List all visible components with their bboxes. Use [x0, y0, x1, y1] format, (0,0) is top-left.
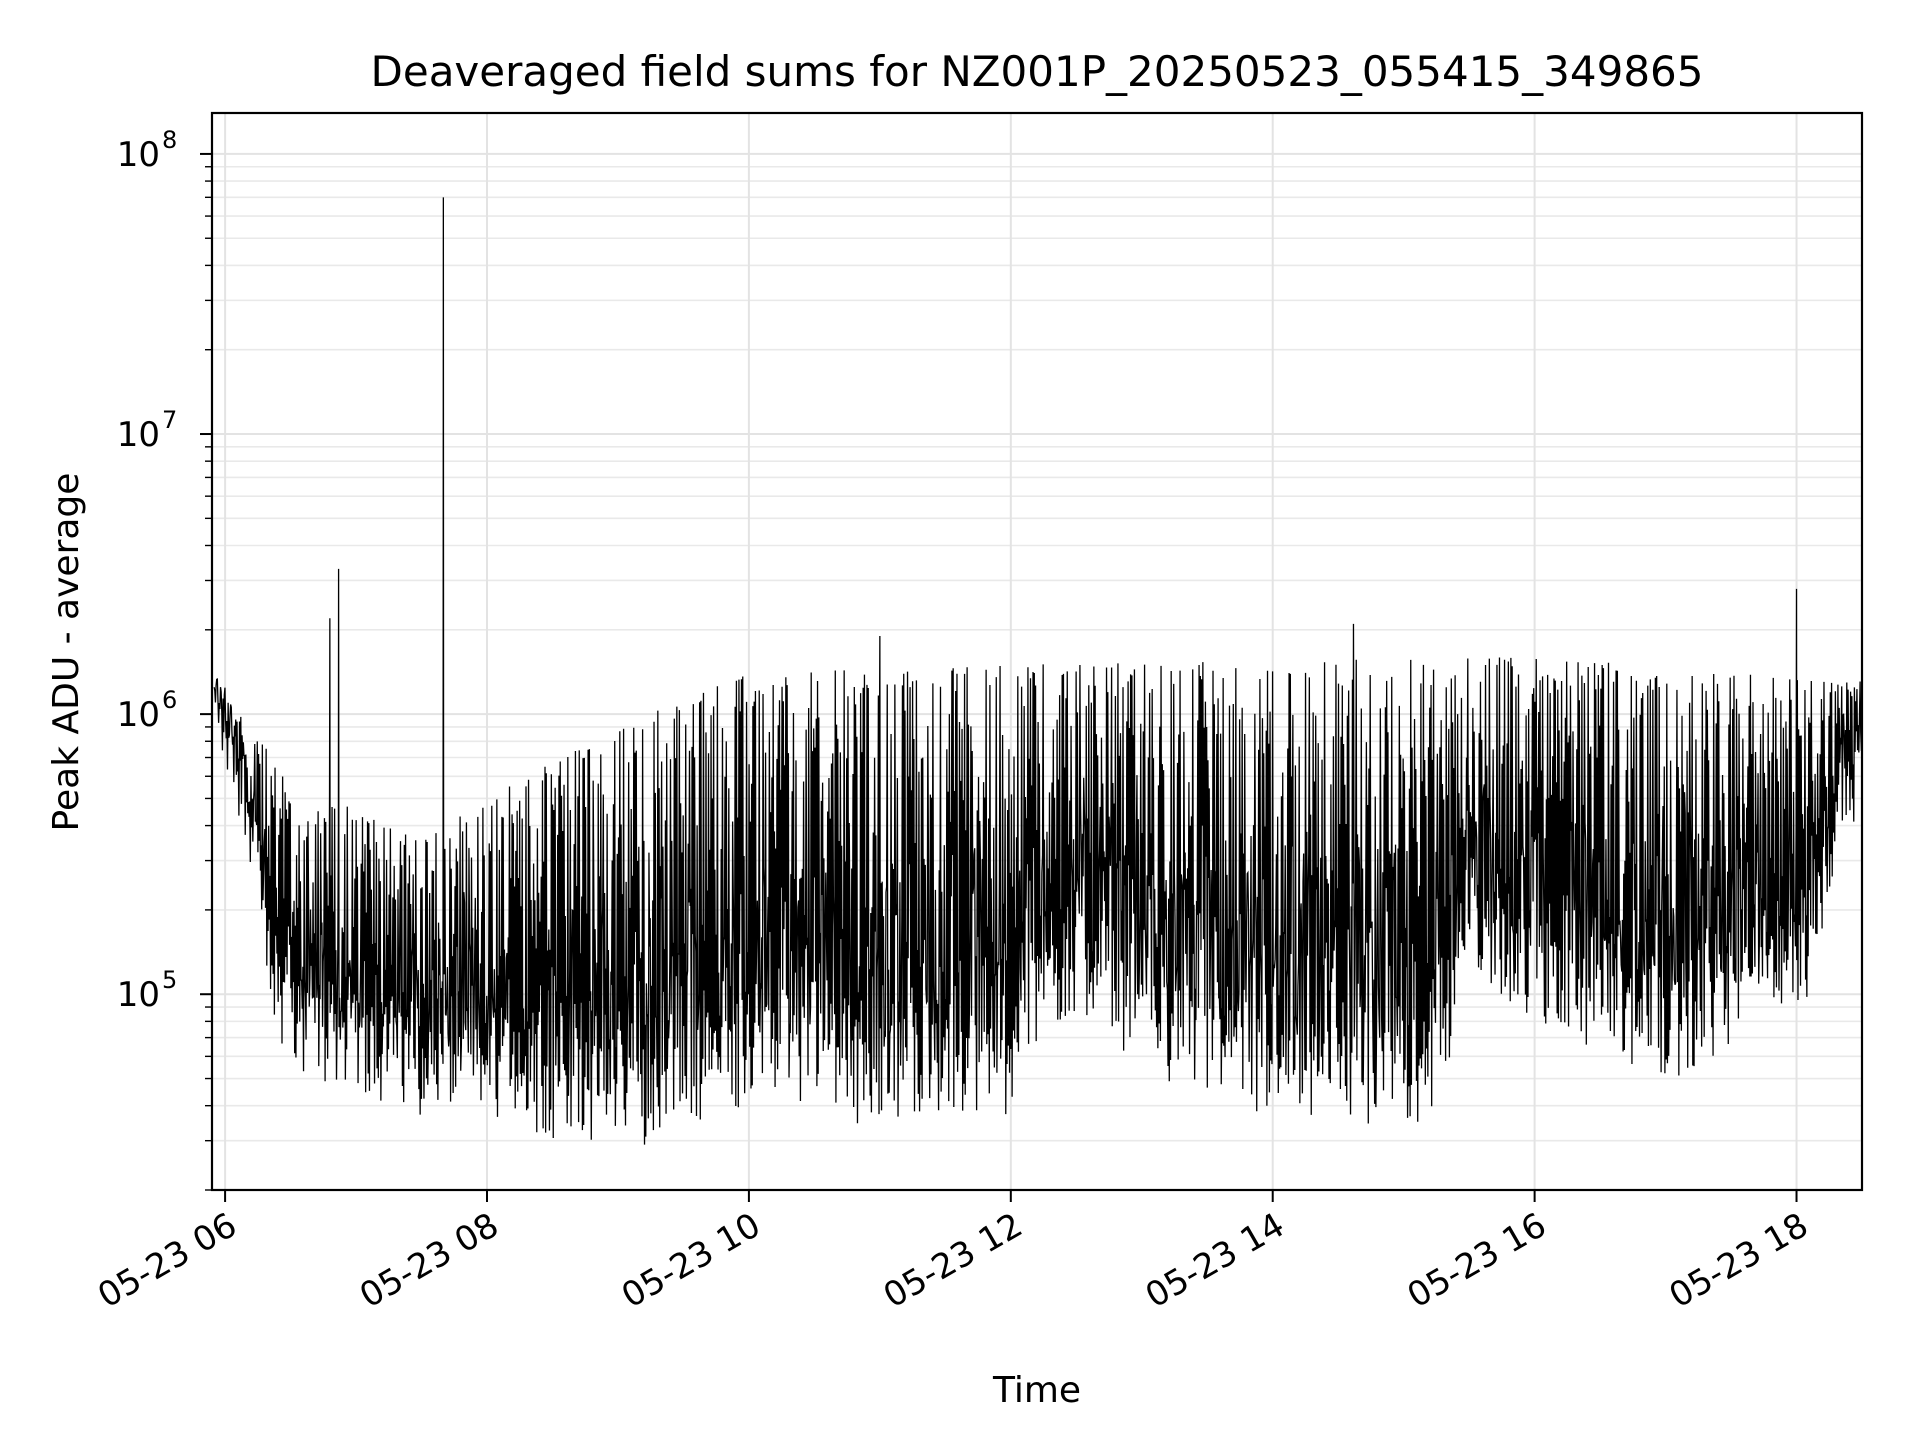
x-axis-label: Time [992, 1370, 1081, 1411]
y-tick-label: 10 [117, 975, 160, 1015]
axis-ticks [200, 152, 1798, 1202]
y-tick-label: 10 [117, 415, 160, 455]
plot-frame [210, 111, 1864, 1192]
y-tick-exponent: 5 [162, 966, 177, 994]
y-tick-label: 10 [117, 135, 160, 175]
chart-title: Deaveraged field sums for NZ001P_2025052… [371, 47, 1704, 96]
y-axis-label: Peak ADU - average [46, 473, 87, 832]
y-tick-exponent: 7 [162, 406, 177, 434]
series-line [213, 197, 1863, 1145]
y-tick-exponent: 6 [162, 686, 177, 714]
y-tick-exponent: 8 [162, 126, 177, 154]
series-group [213, 197, 1863, 1145]
y-tick-label: 10 [117, 695, 160, 735]
